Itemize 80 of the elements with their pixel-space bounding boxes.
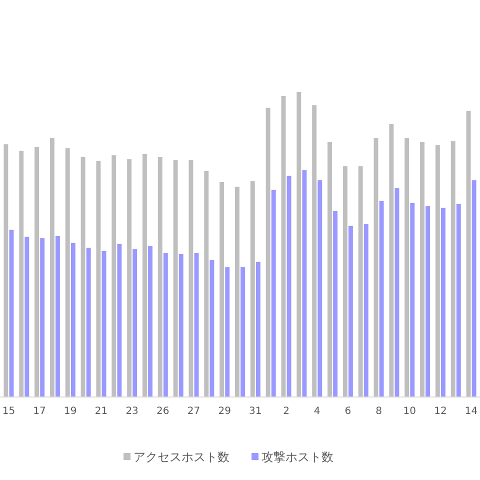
x-tick-label: 26 <box>156 406 170 417</box>
bar <box>410 203 415 397</box>
bar <box>117 244 122 397</box>
bar <box>24 236 30 397</box>
bar <box>204 170 209 397</box>
legend-label: 攻撃ホスト数 <box>262 450 334 464</box>
bar <box>50 138 54 397</box>
bar <box>148 246 152 397</box>
bar <box>312 105 317 397</box>
x-tick-label: 2 <box>283 406 290 417</box>
x-tick-label: 15 <box>2 406 16 417</box>
bar <box>70 242 76 397</box>
bar <box>296 92 302 397</box>
bar <box>318 180 322 397</box>
bar <box>271 190 276 397</box>
bar <box>225 267 230 397</box>
bar <box>420 142 424 397</box>
bar <box>426 206 430 397</box>
bar <box>34 146 39 397</box>
bar <box>328 142 332 397</box>
bar <box>240 267 245 397</box>
bar <box>286 176 292 397</box>
x-tick-label: 21 <box>94 406 108 417</box>
bar <box>281 96 286 397</box>
x-tick-label: 31 <box>249 406 262 417</box>
bar <box>194 253 199 397</box>
bar <box>56 236 60 397</box>
bar <box>389 124 394 397</box>
bar <box>235 186 240 397</box>
bar <box>374 138 378 397</box>
legend-label: アクセスホスト数 <box>134 450 230 464</box>
bar <box>456 204 461 397</box>
bar <box>163 253 168 397</box>
bar <box>302 170 307 397</box>
x-tick-label: 29 <box>218 406 231 417</box>
x-tick-label: 4 <box>314 406 320 417</box>
bar <box>435 145 440 397</box>
bar <box>394 188 400 397</box>
x-tick-label: 19 <box>64 406 77 417</box>
bar <box>220 182 224 397</box>
bar <box>178 254 184 397</box>
bar <box>142 154 147 397</box>
x-tick-label: 27 <box>187 406 200 417</box>
bar <box>158 156 162 397</box>
x-tick-label: 6 <box>344 406 352 417</box>
bar <box>333 210 338 397</box>
bar <box>250 181 255 397</box>
bar <box>132 249 138 397</box>
x-tick-label: 23 <box>126 406 138 417</box>
bar <box>358 166 363 397</box>
bar <box>40 238 45 397</box>
bar <box>404 138 410 397</box>
bar <box>80 156 86 397</box>
bar <box>210 260 214 397</box>
bar <box>65 148 70 397</box>
x-tick-label: 12 <box>434 406 447 417</box>
bar <box>9 230 14 397</box>
bar <box>342 166 348 397</box>
bar <box>188 160 194 397</box>
bar <box>266 108 270 397</box>
bar <box>364 224 368 397</box>
x-tick-label: 8 <box>376 406 382 417</box>
bar <box>441 208 446 397</box>
x-tick-label: 17 <box>33 406 46 417</box>
x-tick-label: 14 <box>464 406 478 417</box>
bar <box>127 159 132 397</box>
bar <box>86 248 91 397</box>
bar <box>348 226 353 397</box>
bar <box>472 180 476 397</box>
x-tick-label: 10 <box>403 406 416 417</box>
bar <box>173 160 178 397</box>
bar <box>450 141 456 397</box>
bar <box>466 110 471 397</box>
bar <box>379 200 384 397</box>
bar <box>256 262 260 397</box>
bar <box>4 144 8 397</box>
bar <box>102 250 106 397</box>
bar <box>112 155 116 397</box>
bar <box>96 160 101 397</box>
bar <box>19 150 24 397</box>
